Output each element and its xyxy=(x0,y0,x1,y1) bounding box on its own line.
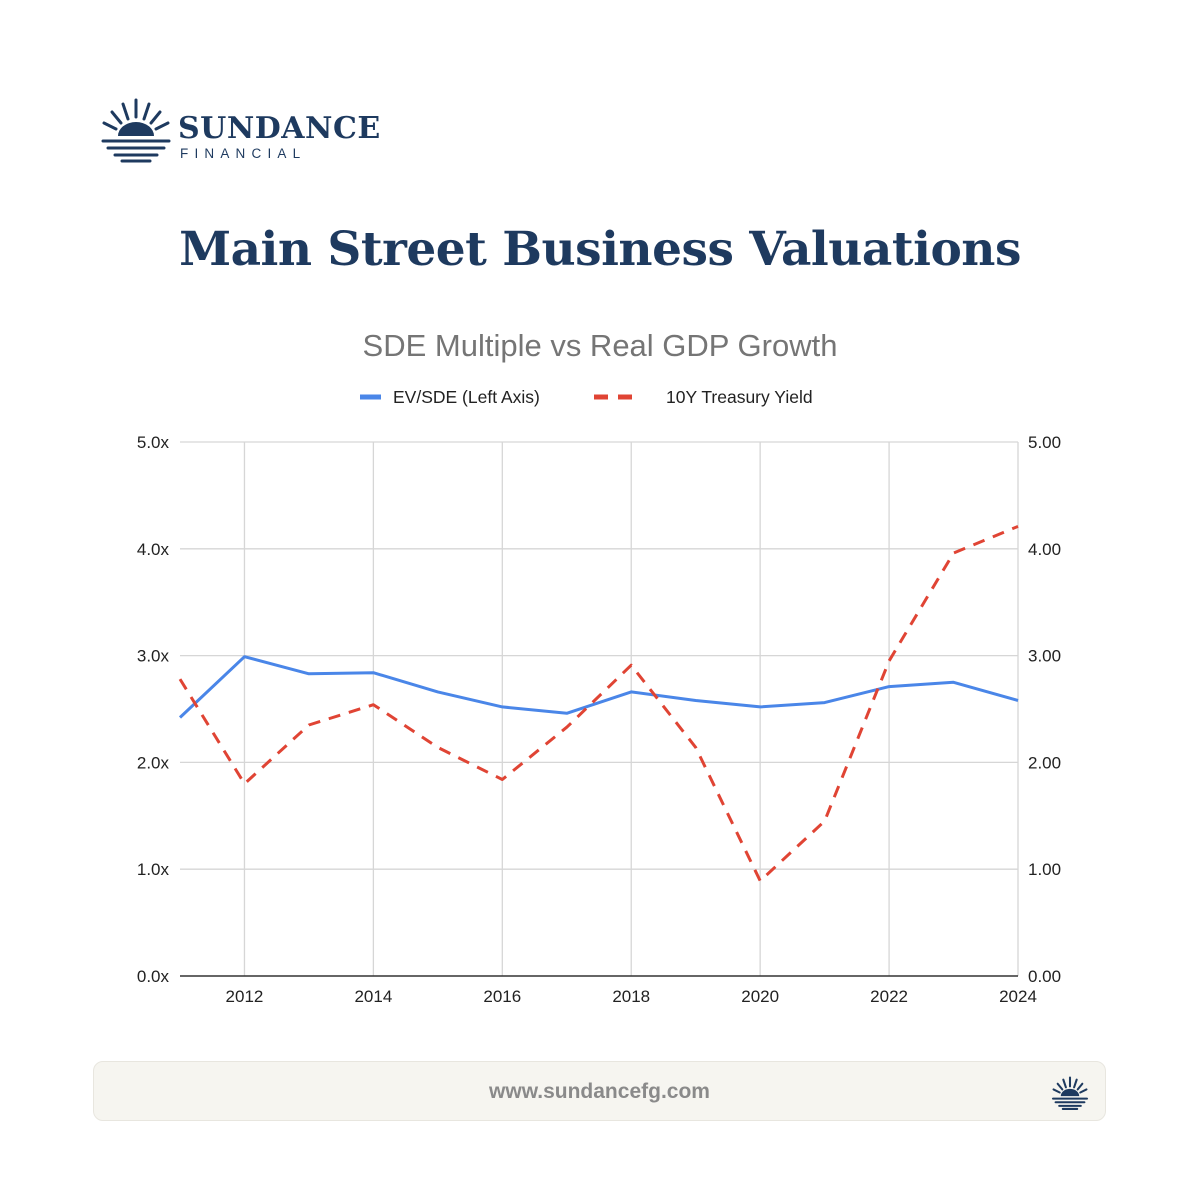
data-point xyxy=(566,712,568,714)
data-point xyxy=(888,685,890,687)
chart-series xyxy=(178,525,1019,883)
data-point xyxy=(243,655,245,657)
series-line-1 xyxy=(178,525,1019,883)
data-point xyxy=(372,704,374,706)
data-point xyxy=(308,673,310,675)
data-point xyxy=(630,664,632,666)
data-point xyxy=(823,820,825,822)
y-right-tick-label: 5.00 xyxy=(1028,433,1061,452)
data-point xyxy=(179,716,181,718)
y-left-tick-label: 2.0x xyxy=(137,753,170,772)
data-point xyxy=(308,724,310,726)
brand-subtitle: FINANCIAL xyxy=(180,146,307,161)
x-tick-label: 2022 xyxy=(870,987,908,1006)
data-point xyxy=(566,726,568,728)
page-title: Main Street Business Valuations xyxy=(179,222,1021,277)
legend-label: 10Y Treasury Yield xyxy=(666,387,813,407)
x-tick-label: 2016 xyxy=(483,987,521,1006)
y-right-tick-label: 2.00 xyxy=(1028,753,1061,772)
x-tick-label: 2018 xyxy=(612,987,650,1006)
data-point xyxy=(888,660,890,662)
sun-logo-icon xyxy=(1052,1076,1088,1110)
y-right-tick-label: 4.00 xyxy=(1028,540,1061,559)
data-point xyxy=(694,746,696,748)
x-tick-label: 2014 xyxy=(354,987,392,1006)
data-point xyxy=(501,778,503,780)
chart-legend: EV/SDE (Left Axis) 10Y Treasury Yield xyxy=(360,387,813,407)
data-point xyxy=(372,671,374,673)
y-left-tick-label: 3.0x xyxy=(137,647,170,666)
legend-label: EV/SDE (Left Axis) xyxy=(393,387,540,407)
data-point xyxy=(952,552,954,554)
y-right-tick-label: 1.00 xyxy=(1028,860,1061,879)
footer-bar: www.sundancefg.com xyxy=(93,1061,1106,1121)
line-chart: SDE Multiple vs Real GDP Growth EV/SDE (… xyxy=(137,328,1061,1006)
y-left-tick-label: 5.0x xyxy=(137,433,170,452)
data-point xyxy=(1017,525,1019,527)
y-right-tick-label: 3.00 xyxy=(1028,647,1061,666)
brand-name: SUNDANCE xyxy=(178,111,381,146)
y-left-tick-label: 0.0x xyxy=(137,967,170,986)
data-point xyxy=(694,699,696,701)
y-right-tick-label: 0.00 xyxy=(1028,967,1061,986)
sun-logo-icon xyxy=(101,98,171,163)
x-tick-label: 2024 xyxy=(999,987,1037,1006)
brand-logo: SUNDANCE FINANCIAL xyxy=(100,95,380,170)
series-line-0 xyxy=(178,655,1019,719)
y-left-tick-label: 4.0x xyxy=(137,540,170,559)
x-tick-label: 2020 xyxy=(741,987,779,1006)
data-point xyxy=(437,746,439,748)
data-point xyxy=(179,678,181,680)
website-link[interactable]: www.sundancefg.com xyxy=(489,1080,710,1103)
y-left-tick-label: 1.0x xyxy=(137,860,170,879)
data-point xyxy=(1017,699,1019,701)
data-point xyxy=(437,691,439,693)
data-point xyxy=(759,706,761,708)
data-point xyxy=(501,706,503,708)
data-point xyxy=(243,783,245,785)
chart-axes: 0.0x 1.0x 2.0x 3.0x 4.0x 5.0x 0.00 1.00 2.00 3.00… xyxy=(137,433,1061,1006)
data-point xyxy=(823,701,825,703)
data-point xyxy=(759,880,761,882)
data-point xyxy=(630,691,632,693)
data-point xyxy=(952,681,954,683)
chart-gridlines xyxy=(180,441,1019,976)
x-tick-label: 2012 xyxy=(226,987,264,1006)
chart-title: SDE Multiple vs Real GDP Growth xyxy=(363,328,838,363)
